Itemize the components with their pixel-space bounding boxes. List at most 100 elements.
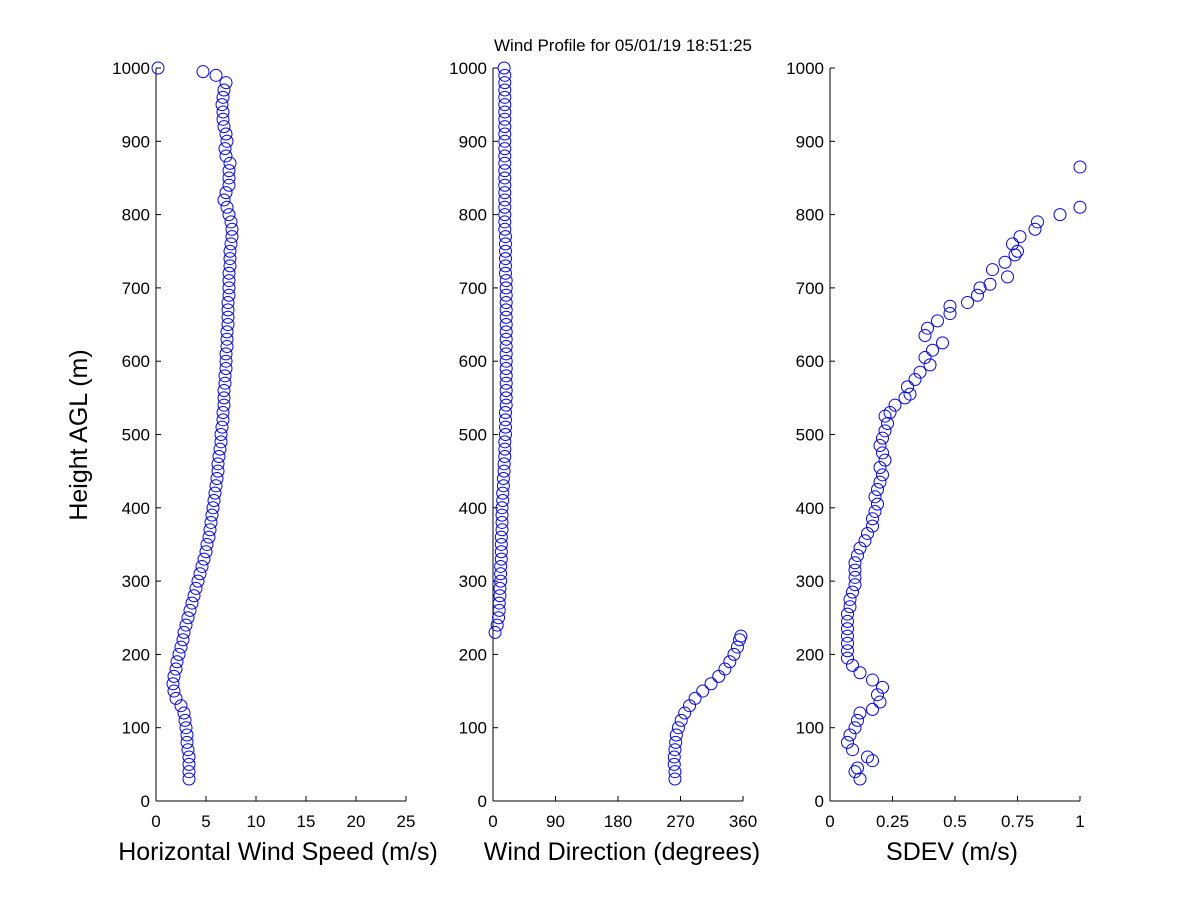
data-point-direction bbox=[496, 479, 510, 493]
y-tick-label: 400 bbox=[459, 499, 487, 518]
data-point-sdev bbox=[998, 255, 1012, 269]
y-tick-label: 600 bbox=[796, 352, 824, 371]
x-tick-label: 0 bbox=[825, 812, 834, 831]
data-point-direction bbox=[498, 90, 512, 104]
data-point-direction bbox=[499, 384, 513, 398]
data-point-direction bbox=[498, 127, 512, 141]
data-point-speed bbox=[167, 669, 181, 683]
data-point-sdev bbox=[848, 578, 862, 592]
data-point-sdev bbox=[888, 398, 902, 412]
data-point-sdev bbox=[866, 512, 879, 526]
data-point-sdev bbox=[876, 680, 889, 694]
data-point-direction bbox=[488, 625, 502, 639]
data-point-speed bbox=[191, 574, 205, 588]
data-point-direction bbox=[499, 296, 513, 310]
x-tick-label: 25 bbox=[397, 812, 416, 831]
data-point-speed bbox=[200, 537, 214, 551]
x-tick-label: 180 bbox=[604, 812, 632, 831]
x-tick-label: 360 bbox=[729, 812, 757, 831]
y-tick-label: 300 bbox=[796, 572, 824, 591]
data-point-sdev bbox=[871, 497, 884, 511]
data-point-direction bbox=[498, 76, 512, 90]
data-point-sdev bbox=[1001, 270, 1014, 284]
data-point-direction bbox=[671, 721, 685, 735]
y-tick-label: 100 bbox=[796, 719, 824, 738]
data-point-speed bbox=[183, 603, 197, 617]
data-point-speed bbox=[207, 493, 221, 507]
data-point-direction bbox=[494, 552, 508, 566]
data-point-sdev bbox=[1006, 237, 1019, 251]
x-axis-label: Wind Direction (degrees) bbox=[484, 838, 761, 866]
y-tick-label: 800 bbox=[796, 206, 824, 225]
data-point-sdev bbox=[1008, 248, 1022, 262]
data-point-direction bbox=[734, 629, 748, 643]
chart-title: Wind Profile for 05/01/19 18:51:25 bbox=[494, 36, 752, 55]
data-point-sdev bbox=[858, 534, 872, 548]
data-point-direction bbox=[494, 537, 508, 551]
data-point-direction bbox=[497, 61, 511, 75]
data-point-direction bbox=[498, 171, 512, 185]
data-point-direction bbox=[498, 193, 512, 207]
data-point-sdev bbox=[841, 629, 854, 643]
x-tick-label: 0.75 bbox=[1001, 812, 1034, 831]
data-point-speed bbox=[170, 655, 184, 669]
data-point-sdev bbox=[923, 358, 937, 372]
data-point-sdev bbox=[986, 263, 999, 277]
data-point-speed bbox=[224, 237, 238, 251]
data-point-sdev bbox=[1013, 230, 1027, 244]
data-point-direction bbox=[496, 471, 510, 485]
data-point-direction bbox=[499, 354, 513, 368]
y-tick-label: 700 bbox=[122, 279, 150, 298]
y-tick-label: 1000 bbox=[112, 59, 150, 78]
x-tick-label: 0 bbox=[488, 812, 497, 831]
data-point-direction bbox=[669, 728, 683, 742]
data-point-direction bbox=[669, 735, 683, 749]
y-tick-label: 400 bbox=[796, 499, 824, 518]
data-point-speed bbox=[169, 691, 183, 705]
data-point-direction bbox=[499, 310, 513, 324]
data-point-speed bbox=[217, 120, 231, 134]
y-tick-label: 300 bbox=[459, 572, 487, 591]
data-point-sdev bbox=[901, 380, 914, 394]
data-point-speed bbox=[179, 618, 193, 632]
data-point-sdev bbox=[841, 636, 854, 650]
data-point-direction bbox=[499, 420, 512, 434]
data-point-direction bbox=[498, 435, 512, 449]
x-tick-label: 10 bbox=[247, 812, 266, 831]
x-tick-label: 15 bbox=[297, 812, 316, 831]
data-point-sdev bbox=[873, 438, 887, 452]
y-tick-label: 200 bbox=[459, 645, 487, 664]
data-point-speed bbox=[182, 765, 196, 779]
data-point-direction bbox=[499, 413, 512, 427]
data-point-sdev bbox=[921, 321, 934, 335]
data-point-direction bbox=[494, 574, 508, 588]
data-point-sdev bbox=[931, 314, 944, 328]
data-point-speed bbox=[187, 589, 201, 603]
data-point-speed bbox=[177, 706, 191, 720]
data-point-direction bbox=[499, 252, 512, 266]
data-point-direction bbox=[499, 376, 513, 390]
data-point-speed bbox=[216, 413, 230, 427]
data-point-sdev bbox=[848, 721, 862, 735]
data-point-direction bbox=[499, 340, 513, 354]
data-point-speed bbox=[202, 530, 216, 544]
data-point-direction bbox=[667, 757, 681, 771]
data-point-sdev bbox=[943, 307, 957, 321]
x-tick-label: 90 bbox=[546, 812, 565, 831]
data-point-speed bbox=[204, 515, 218, 529]
data-point-sdev bbox=[846, 585, 859, 599]
data-point-speed bbox=[225, 230, 239, 244]
x-tick-label: 0.25 bbox=[876, 812, 909, 831]
data-point-direction bbox=[498, 178, 512, 192]
data-point-speed bbox=[219, 362, 233, 376]
data-point-speed bbox=[219, 347, 233, 361]
data-point-direction bbox=[496, 486, 510, 500]
data-point-speed bbox=[179, 721, 193, 735]
y-tick-label: 0 bbox=[141, 792, 150, 811]
data-point-direction bbox=[499, 244, 512, 258]
data-point-sdev bbox=[1011, 244, 1024, 258]
data-point-speed bbox=[218, 376, 232, 390]
data-point-sdev bbox=[853, 666, 867, 680]
data-point-direction bbox=[499, 406, 512, 420]
data-point-speed bbox=[221, 296, 235, 310]
